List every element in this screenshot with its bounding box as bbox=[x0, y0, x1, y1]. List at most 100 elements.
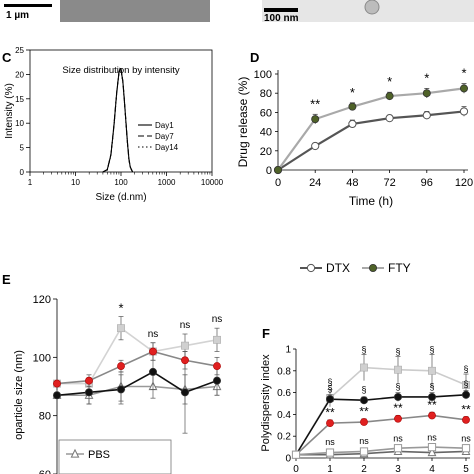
point-1 bbox=[181, 341, 189, 350]
legend-label-day1: Day1 bbox=[155, 121, 174, 130]
legend-label-day7: Day7 bbox=[155, 132, 174, 141]
point-3 bbox=[85, 376, 93, 385]
y-tick-label: 40 bbox=[260, 127, 272, 139]
tem-scalebar bbox=[264, 8, 298, 12]
point-3 bbox=[213, 362, 221, 370]
significance-mark: § bbox=[361, 385, 366, 395]
y-tick-label: 0 bbox=[20, 168, 25, 177]
point-1 bbox=[393, 392, 402, 401]
point-3 bbox=[117, 362, 125, 370]
point-0 bbox=[394, 365, 402, 374]
legend-marker-pbs bbox=[70, 448, 80, 458]
x-tick-label: 2 bbox=[361, 464, 367, 474]
sem-scale-label: 1 µm bbox=[6, 10, 29, 21]
point-2 bbox=[428, 411, 436, 420]
significance-mark: ** bbox=[310, 96, 320, 111]
panel-label-e: E bbox=[2, 272, 11, 287]
significance-mark: § bbox=[395, 381, 400, 391]
point-4 bbox=[393, 444, 403, 453]
significance-mark: ns bbox=[212, 314, 223, 325]
x-tick-label: 96 bbox=[421, 177, 433, 189]
y-tick-label: 0.4 bbox=[277, 410, 291, 421]
series-line-1 bbox=[57, 326, 218, 385]
chart-e: 60 80 100 120 oparticle size (nm) * ns ns ns PBS bbox=[13, 294, 222, 474]
significance-mark: ** bbox=[461, 402, 471, 416]
y-tick-label: 100 bbox=[254, 69, 272, 81]
point-dtx bbox=[348, 119, 357, 129]
series-line-2 bbox=[56, 370, 218, 397]
significance-mark: ns bbox=[359, 436, 369, 446]
series-line-day14 bbox=[102, 67, 134, 173]
point-4 bbox=[359, 447, 369, 456]
point-0 bbox=[360, 363, 368, 372]
significance-mark: § bbox=[463, 364, 468, 374]
x-tick-label: 100 bbox=[114, 178, 128, 187]
point-1 bbox=[213, 335, 221, 344]
point-3 bbox=[53, 379, 61, 388]
y-tick-label: 5 bbox=[20, 144, 25, 153]
legend-label-day14: Day14 bbox=[155, 143, 179, 152]
series-line-3 bbox=[56, 350, 218, 385]
point-fty bbox=[422, 89, 431, 98]
series-line-0 bbox=[57, 385, 218, 397]
significance-mark: ** bbox=[427, 398, 437, 412]
point-fty bbox=[311, 115, 320, 124]
x-tick-label: 10 bbox=[71, 178, 80, 187]
point-fty bbox=[348, 102, 357, 111]
significance-mark: § bbox=[395, 346, 400, 356]
significance-mark: ns bbox=[325, 437, 335, 447]
panel-label-c: C bbox=[2, 50, 12, 65]
y-tick-label: 0.2 bbox=[277, 432, 291, 443]
x-axis-label: Time (h) bbox=[349, 194, 393, 208]
significance-mark: § bbox=[327, 384, 332, 394]
x-tick-label: 0 bbox=[293, 464, 299, 474]
significance-mark: ** bbox=[393, 401, 403, 415]
x-tick-label: 48 bbox=[346, 177, 358, 189]
significance-mark: § bbox=[327, 377, 332, 387]
point-1 bbox=[359, 396, 368, 405]
significance-mark: ns bbox=[148, 329, 159, 340]
significance-mark: * bbox=[350, 85, 355, 100]
point-2 bbox=[326, 419, 334, 428]
y-tick-label: 20 bbox=[260, 146, 272, 158]
point-1 bbox=[325, 395, 334, 404]
y-axis-label: Intensity (%) bbox=[4, 83, 15, 139]
x-tick-label: 10000 bbox=[201, 178, 224, 187]
significance-mark: ns bbox=[180, 320, 191, 331]
series-line-3 bbox=[296, 450, 467, 456]
point-2 bbox=[180, 388, 189, 397]
tem-scale-label: 100 nm bbox=[264, 13, 299, 24]
y-tick-label: 80 bbox=[260, 88, 272, 100]
point-0 bbox=[462, 381, 470, 389]
y-tick-label: 0.6 bbox=[277, 388, 291, 399]
point-2 bbox=[85, 388, 94, 397]
significance-mark: ns bbox=[461, 434, 471, 444]
x-tick-label: 120 bbox=[455, 177, 473, 189]
x-tick-label: 3 bbox=[395, 464, 401, 474]
point-4 bbox=[461, 444, 471, 453]
legend-marker-fty bbox=[368, 263, 377, 272]
legend-label-dtx: DTX bbox=[326, 261, 350, 275]
significance-mark: * bbox=[461, 66, 466, 81]
significance-mark: ** bbox=[325, 406, 335, 420]
x-tick-label: 1 bbox=[28, 178, 33, 187]
significance-mark: § bbox=[429, 344, 434, 354]
point-3 bbox=[149, 347, 157, 356]
series-line-dtx bbox=[277, 110, 465, 171]
significance-mark: § bbox=[463, 379, 468, 389]
chart-d: 0 24 48 72 96 120 0 20 40 60 80 100 Time (h) Drug rel… bbox=[236, 66, 473, 275]
y-tick-label: 25 bbox=[15, 46, 24, 55]
point-2 bbox=[394, 414, 402, 423]
sem-scalebar bbox=[4, 4, 52, 7]
legend-marker-dtx bbox=[306, 263, 316, 273]
series-line-4 bbox=[295, 446, 467, 456]
point-1 bbox=[427, 392, 436, 401]
point-dtx bbox=[422, 111, 431, 120]
point-fty bbox=[459, 84, 468, 93]
legend-label-fty: FTY bbox=[388, 261, 411, 275]
significance-mark: ns bbox=[427, 433, 437, 443]
x-axis-label: Size (d.nm) bbox=[95, 192, 146, 203]
point-1 bbox=[461, 390, 470, 399]
